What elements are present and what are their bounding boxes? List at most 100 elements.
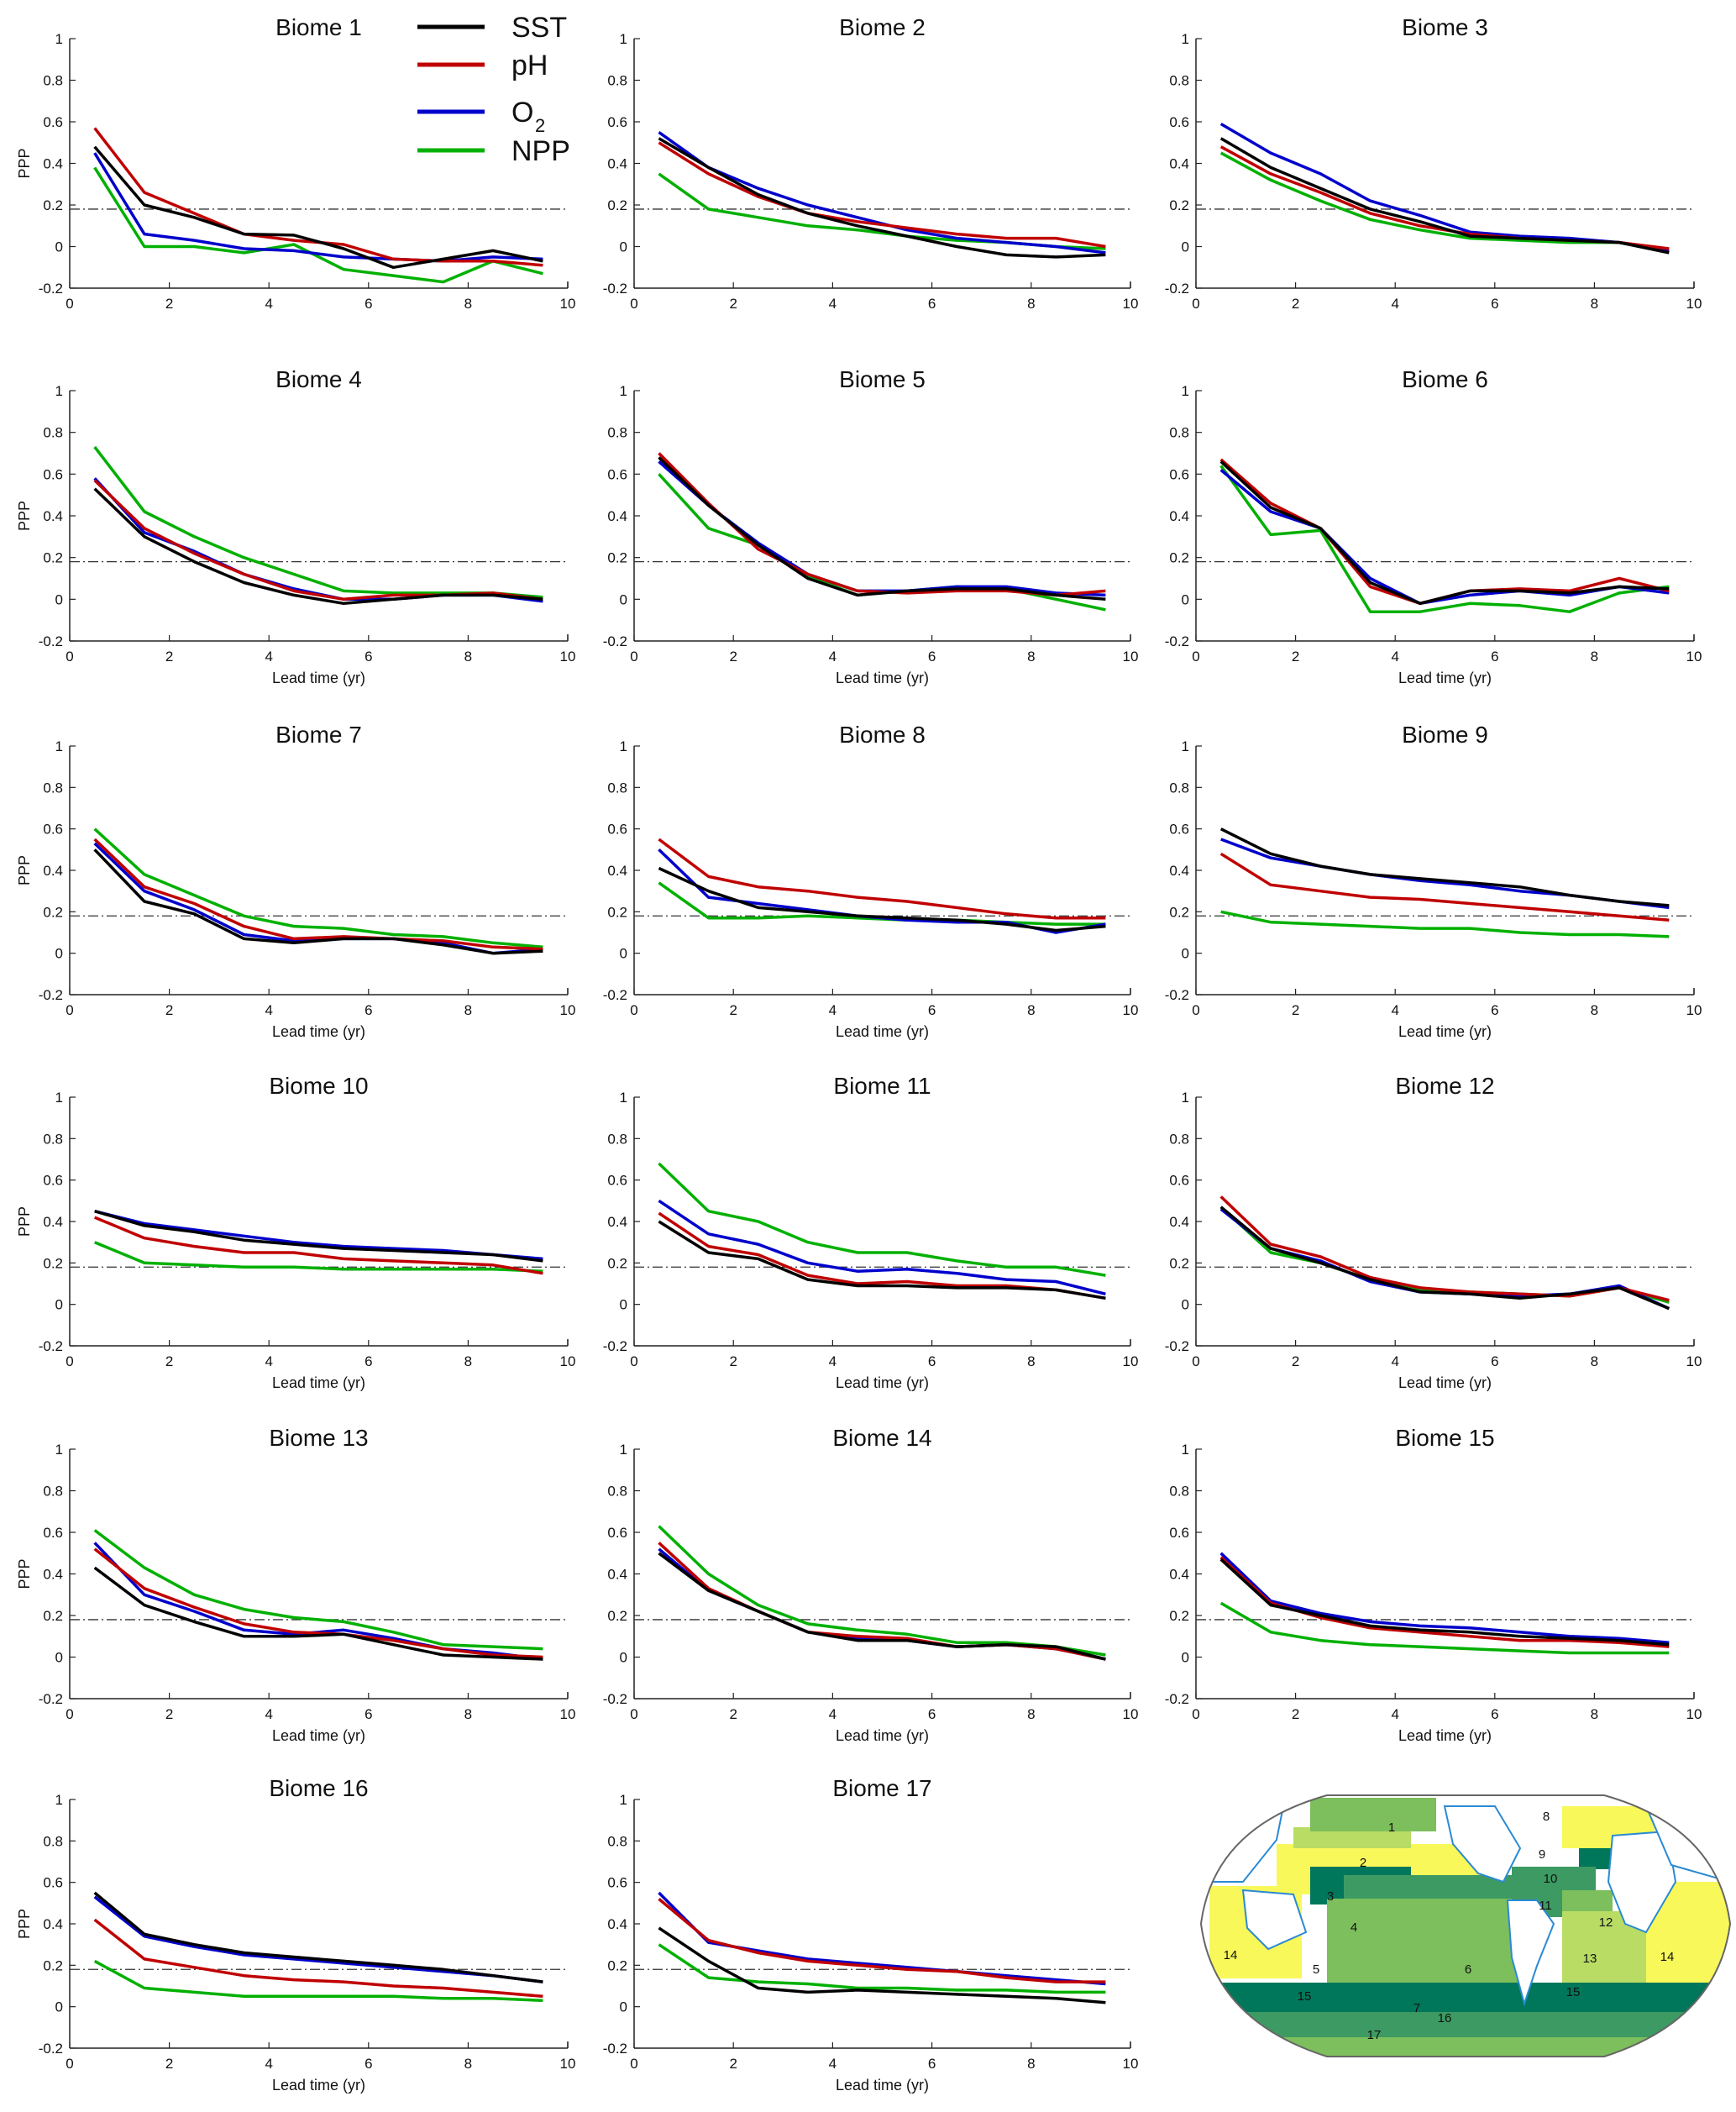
x-tick-label: 8 <box>464 2056 472 2072</box>
y-tick-label: 0.6 <box>607 466 627 482</box>
y-tick-label: 1 <box>55 738 63 754</box>
series-line-npp <box>93 1529 543 1651</box>
y-tick-label: 0 <box>55 1999 63 2015</box>
series-line-npp <box>93 166 543 284</box>
panel-biome-4: 0 2 4 6 8 10-0.200.20.40.60.81 Biome 4PPPLead … <box>16 366 575 686</box>
series-line-o2 <box>93 152 543 263</box>
map-label-biome: 4 <box>1351 1920 1357 1935</box>
x-tick-label: 8 <box>1027 2056 1035 2072</box>
x-tick-label: 8 <box>1591 1353 1598 1369</box>
y-tick-label: 0.8 <box>607 1484 627 1500</box>
x-tick-label: 0 <box>630 1706 637 1722</box>
panel-title: Biome 10 <box>269 1073 368 1099</box>
series-line-npp <box>93 1959 543 2003</box>
series-line-ph <box>93 1547 543 1659</box>
y-tick-label: 0.8 <box>1169 73 1189 89</box>
map-label-biome: 15 <box>1566 1985 1581 1999</box>
x-axis-label: Lead time (yr) <box>272 1727 365 1744</box>
y-tick-label: 0.2 <box>607 1608 627 1624</box>
y-tick-label: 0.6 <box>607 1875 627 1891</box>
x-tick-label: 0 <box>630 296 637 312</box>
panel-title: Biome 2 <box>839 14 926 40</box>
y-tick-label: 0.2 <box>43 197 63 213</box>
biome-2-region <box>1310 1798 1436 1831</box>
y-tick-label: 1 <box>620 738 627 754</box>
panel-title: Biome 7 <box>275 722 362 748</box>
y-tick-label: 0.2 <box>43 550 63 566</box>
x-tick-label: 8 <box>464 1002 472 1018</box>
series-line-o2 <box>94 1210 543 1261</box>
x-tick-label: 4 <box>829 296 837 312</box>
series-line-sst <box>658 137 1106 259</box>
x-axis-label: Lead time (yr) <box>1398 1374 1492 1391</box>
x-tick-label: 8 <box>1591 1706 1598 1722</box>
y-tick-label: 1 <box>55 31 63 47</box>
x-tick-label: 2 <box>729 649 737 665</box>
x-tick-label: 8 <box>464 296 472 312</box>
y-tick-label: -0.2 <box>603 2041 627 2057</box>
y-tick-label: 0.4 <box>43 1214 63 1230</box>
x-tick-label: 0 <box>66 1002 73 1018</box>
map-label-biome: 6 <box>1465 1962 1471 1977</box>
x-tick-label: 10 <box>1123 2056 1139 2072</box>
y-tick-label: 0.4 <box>607 508 627 524</box>
x-tick-label: 8 <box>1027 649 1035 665</box>
x-axis-label: Lead time (yr) <box>836 670 929 686</box>
x-tick-label: 8 <box>1591 1002 1598 1018</box>
y-tick-label: -0.2 <box>603 987 627 1003</box>
y-tick-label: 0.4 <box>607 156 627 172</box>
y-tick-label: 0.4 <box>43 1916 63 1932</box>
map-label-biome: 15 <box>1298 1989 1312 2004</box>
x-tick-label: 10 <box>1123 649 1139 665</box>
map-label-biome: 10 <box>1544 1872 1558 1886</box>
map-label-biome: 14 <box>1224 1948 1238 1962</box>
x-tick-label: 0 <box>66 2056 73 2072</box>
y-tick-label: 0.6 <box>43 114 63 130</box>
y-tick-label: -0.2 <box>1165 633 1189 649</box>
map-label-biome: 14 <box>1660 1950 1675 1964</box>
x-axis-label: Lead time (yr) <box>272 1023 365 1040</box>
y-tick-label: 0.6 <box>1169 114 1189 130</box>
x-axis-label: Lead time (yr) <box>1398 1023 1492 1040</box>
series-line-ph <box>658 452 1106 597</box>
x-tick-label: 8 <box>464 1353 472 1369</box>
y-tick-label: 0.2 <box>607 197 627 213</box>
y-tick-label: 1 <box>620 31 627 47</box>
panel-title: Biome 9 <box>1402 722 1488 748</box>
x-tick-label: 0 <box>630 1002 637 1018</box>
y-tick-label: 0.6 <box>1169 466 1189 482</box>
x-tick-label: 8 <box>1027 1706 1035 1722</box>
series-line-ph <box>1219 1556 1670 1648</box>
x-tick-label: 6 <box>1491 296 1498 312</box>
panel-title: Biome 14 <box>832 1425 931 1451</box>
series-line-ph <box>94 1216 543 1275</box>
x-tick-label: 6 <box>365 1002 372 1018</box>
y-tick-label: 0.8 <box>43 73 63 89</box>
map-label-biome: 16 <box>1438 2011 1452 2025</box>
x-tick-label: 0 <box>1192 1706 1199 1722</box>
map-label-biome: 1 <box>1388 1820 1395 1835</box>
map-label-biome: 17 <box>1367 2028 1382 2042</box>
y-tick-label: -0.2 <box>1165 987 1189 1003</box>
north-america-land <box>1443 1805 1522 1883</box>
x-tick-label: 10 <box>1123 296 1139 312</box>
x-tick-label: 10 <box>1686 1353 1702 1369</box>
x-tick-label: 8 <box>1591 649 1598 665</box>
series-line-sst <box>1219 137 1670 255</box>
y-axis-label: PPP <box>16 501 33 531</box>
y-axis-label: PPP <box>16 855 33 885</box>
x-tick-label: 6 <box>1491 1706 1498 1722</box>
y-tick-label: 0.6 <box>43 822 63 838</box>
x-tick-label: 6 <box>1491 1353 1498 1369</box>
y-tick-label: 0.6 <box>1169 1525 1189 1541</box>
biome-16-region <box>1201 2012 1730 2037</box>
panel-title: Biome 12 <box>1395 1073 1494 1099</box>
y-tick-label: 0.8 <box>607 780 627 796</box>
x-tick-label: 0 <box>1192 1353 1199 1369</box>
y-tick-label: 0.4 <box>607 1916 627 1932</box>
y-tick-label: 0.2 <box>1169 197 1189 213</box>
